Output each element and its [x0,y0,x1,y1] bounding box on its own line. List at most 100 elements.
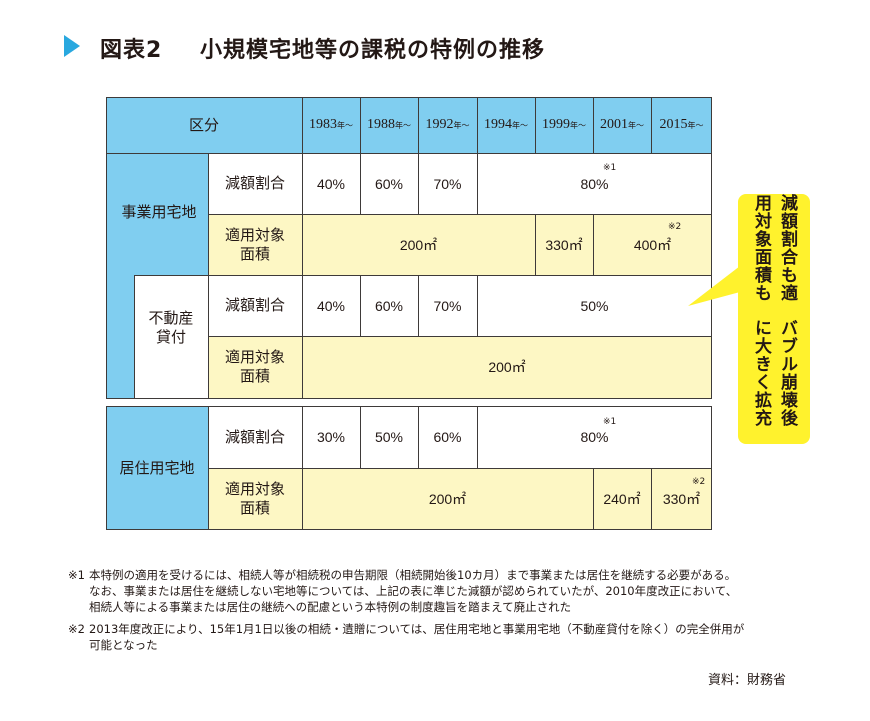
business-rate-1992: 70% [433,175,462,192]
rental-rate-1994-on: 50% [580,297,609,314]
callout-pointer-icon [688,266,740,306]
table-header-years [302,97,712,153]
business-area-1983-1994: 200㎡ [399,236,438,253]
footnote-2-line: 2013年度改正により、15年1月1日以後の相続・遺贈については、居住用宅地と事… [89,622,745,636]
grid-line [477,275,478,336]
business-land-label: 事業用宅地 [121,203,197,221]
grid-line [208,468,712,469]
grid-line [418,97,419,214]
footnote-1-line: 相続人等による事業または居住の継続への配慮という本特例の制度趣旨を踏まえて廃止さ… [89,600,572,614]
rental-rate-row [302,275,712,336]
footnote-2-line: 可能となった [89,638,158,652]
business-area-2001-on: 400㎡ [633,236,672,253]
residential-area-row [302,468,712,530]
business-area-note: ※2 [668,222,682,232]
year-1999: 1999 年～ [542,117,586,132]
footnote-1-line: なお、事業または居住を継続しない宅地等については、上記の表に準じた減額が認められ… [89,584,738,598]
grid-line [106,153,712,154]
grid-line [208,406,209,530]
grid-line [106,406,712,407]
grid-line [477,97,478,214]
residential-rate-1994-on: 80% [580,429,609,445]
grid-line [360,406,361,468]
grid-line [208,214,712,215]
residential-area-1983-1999: 200㎡ [428,491,467,507]
year-1994: 1994 年～ [484,117,528,132]
grid-line [134,275,135,398]
table-header-category: 区分 [106,97,302,153]
residential-area-2015: 330㎡ [662,491,701,507]
page-title: 小規模宅地等の課税の特例の推移 [200,38,546,63]
rental-rate-1988: 60% [374,297,404,314]
figure-label: 図表2 [100,38,163,63]
grid-line [711,97,712,398]
business-area-1999: 330㎡ [545,236,583,253]
grid-line [106,97,107,398]
year-2015: 2015 年～ [659,117,704,132]
grid-line [418,406,419,468]
grid-line [360,97,361,214]
grid-line [593,468,594,530]
business-rate-label: 減額割合 [208,153,302,214]
residential-rate-1992: 60% [433,429,462,445]
grid-line [302,97,303,398]
footnote-1-mark: ※1 [68,568,85,582]
special-provision-table: 区分 1983 年～ 1988 年～ 1992 年～ 1994 年～ 1999 年～ 20… [106,97,712,530]
grid-line [134,275,712,276]
residential-rate-1988: 50% [374,429,404,445]
footnote-2: ※2 2013年度改正により、15年1月1日以後の相続・遺贈については、居住用宅… [68,621,828,653]
residential-area-2001: 240㎡ [603,491,641,507]
rental-indent-bg [134,275,208,398]
grid-line [418,275,419,336]
grid-line [360,275,361,336]
grid-line [593,214,594,275]
grid-line [651,97,652,153]
grid-line [208,153,209,398]
business-area-row [302,214,712,275]
residential-rate-note: ※1 [603,417,617,427]
rental-rate-1983: 40% [316,297,346,314]
business-rate-row [302,153,712,214]
footnote-1-line: 本特例の適用を受けるには、相続人等が相続税の申告期限（相続開始後10カ月）まで事… [89,568,737,582]
footnote-1: ※1 本特例の適用を受けるには、相続人等が相続税の申告期限（相続開始後10カ月）… [68,567,828,615]
grid-line [106,529,712,530]
grid-line [651,468,652,530]
rental-rate-1992: 70% [433,297,462,314]
callout-line-2: バブル崩壊後に大きく拡充 [751,319,797,427]
rental-area-all: 200㎡ [302,336,712,398]
business-area-label: 適用対象 面積 [208,214,302,275]
business-rate-1983: 40% [316,175,346,192]
residential-land-label: 居住用宅地 [106,406,208,530]
section-gap [106,398,712,406]
grid-line [593,97,594,153]
source-credit: 資料：財務省 [708,673,787,688]
callout-line-1: 減額割合も適用対象面積も [751,194,797,302]
grid-line [106,97,712,98]
callout-bubble: 減額割合も適用対象面積も バブル崩壊後に大きく拡充 [738,194,810,444]
residential-rate-1983: 30% [316,429,346,445]
year-1992: 1992 年～ [425,117,470,132]
residential-rate-row [302,406,712,468]
rental-label: 不動産 貸付 [148,309,194,346]
grid-line [477,406,478,468]
grid-line [535,97,536,153]
year-1988: 1988 年～ [367,117,411,132]
grid-line [535,214,536,275]
residential-rate-label: 減額割合 [208,406,302,468]
title-marker-icon [64,35,80,57]
business-rate-note: ※1 [603,163,617,173]
year-1983: 1983 年～ [309,117,353,132]
footnote-2-mark: ※2 [68,622,85,636]
rental-area-label: 適用対象 面積 [208,336,302,398]
business-rate-1994-on: 80% [580,175,609,192]
grid-line [711,406,712,530]
grid-line [106,406,107,530]
residential-area-note: ※2 [692,477,706,487]
year-2001: 2001 年～ [600,117,644,132]
business-rate-1988: 60% [374,175,404,192]
residential-area-label: 適用対象 面積 [208,468,302,530]
rental-rate-label: 減額割合 [208,275,302,336]
grid-line [106,398,712,399]
grid-line [208,336,712,337]
grid-line [302,406,303,530]
